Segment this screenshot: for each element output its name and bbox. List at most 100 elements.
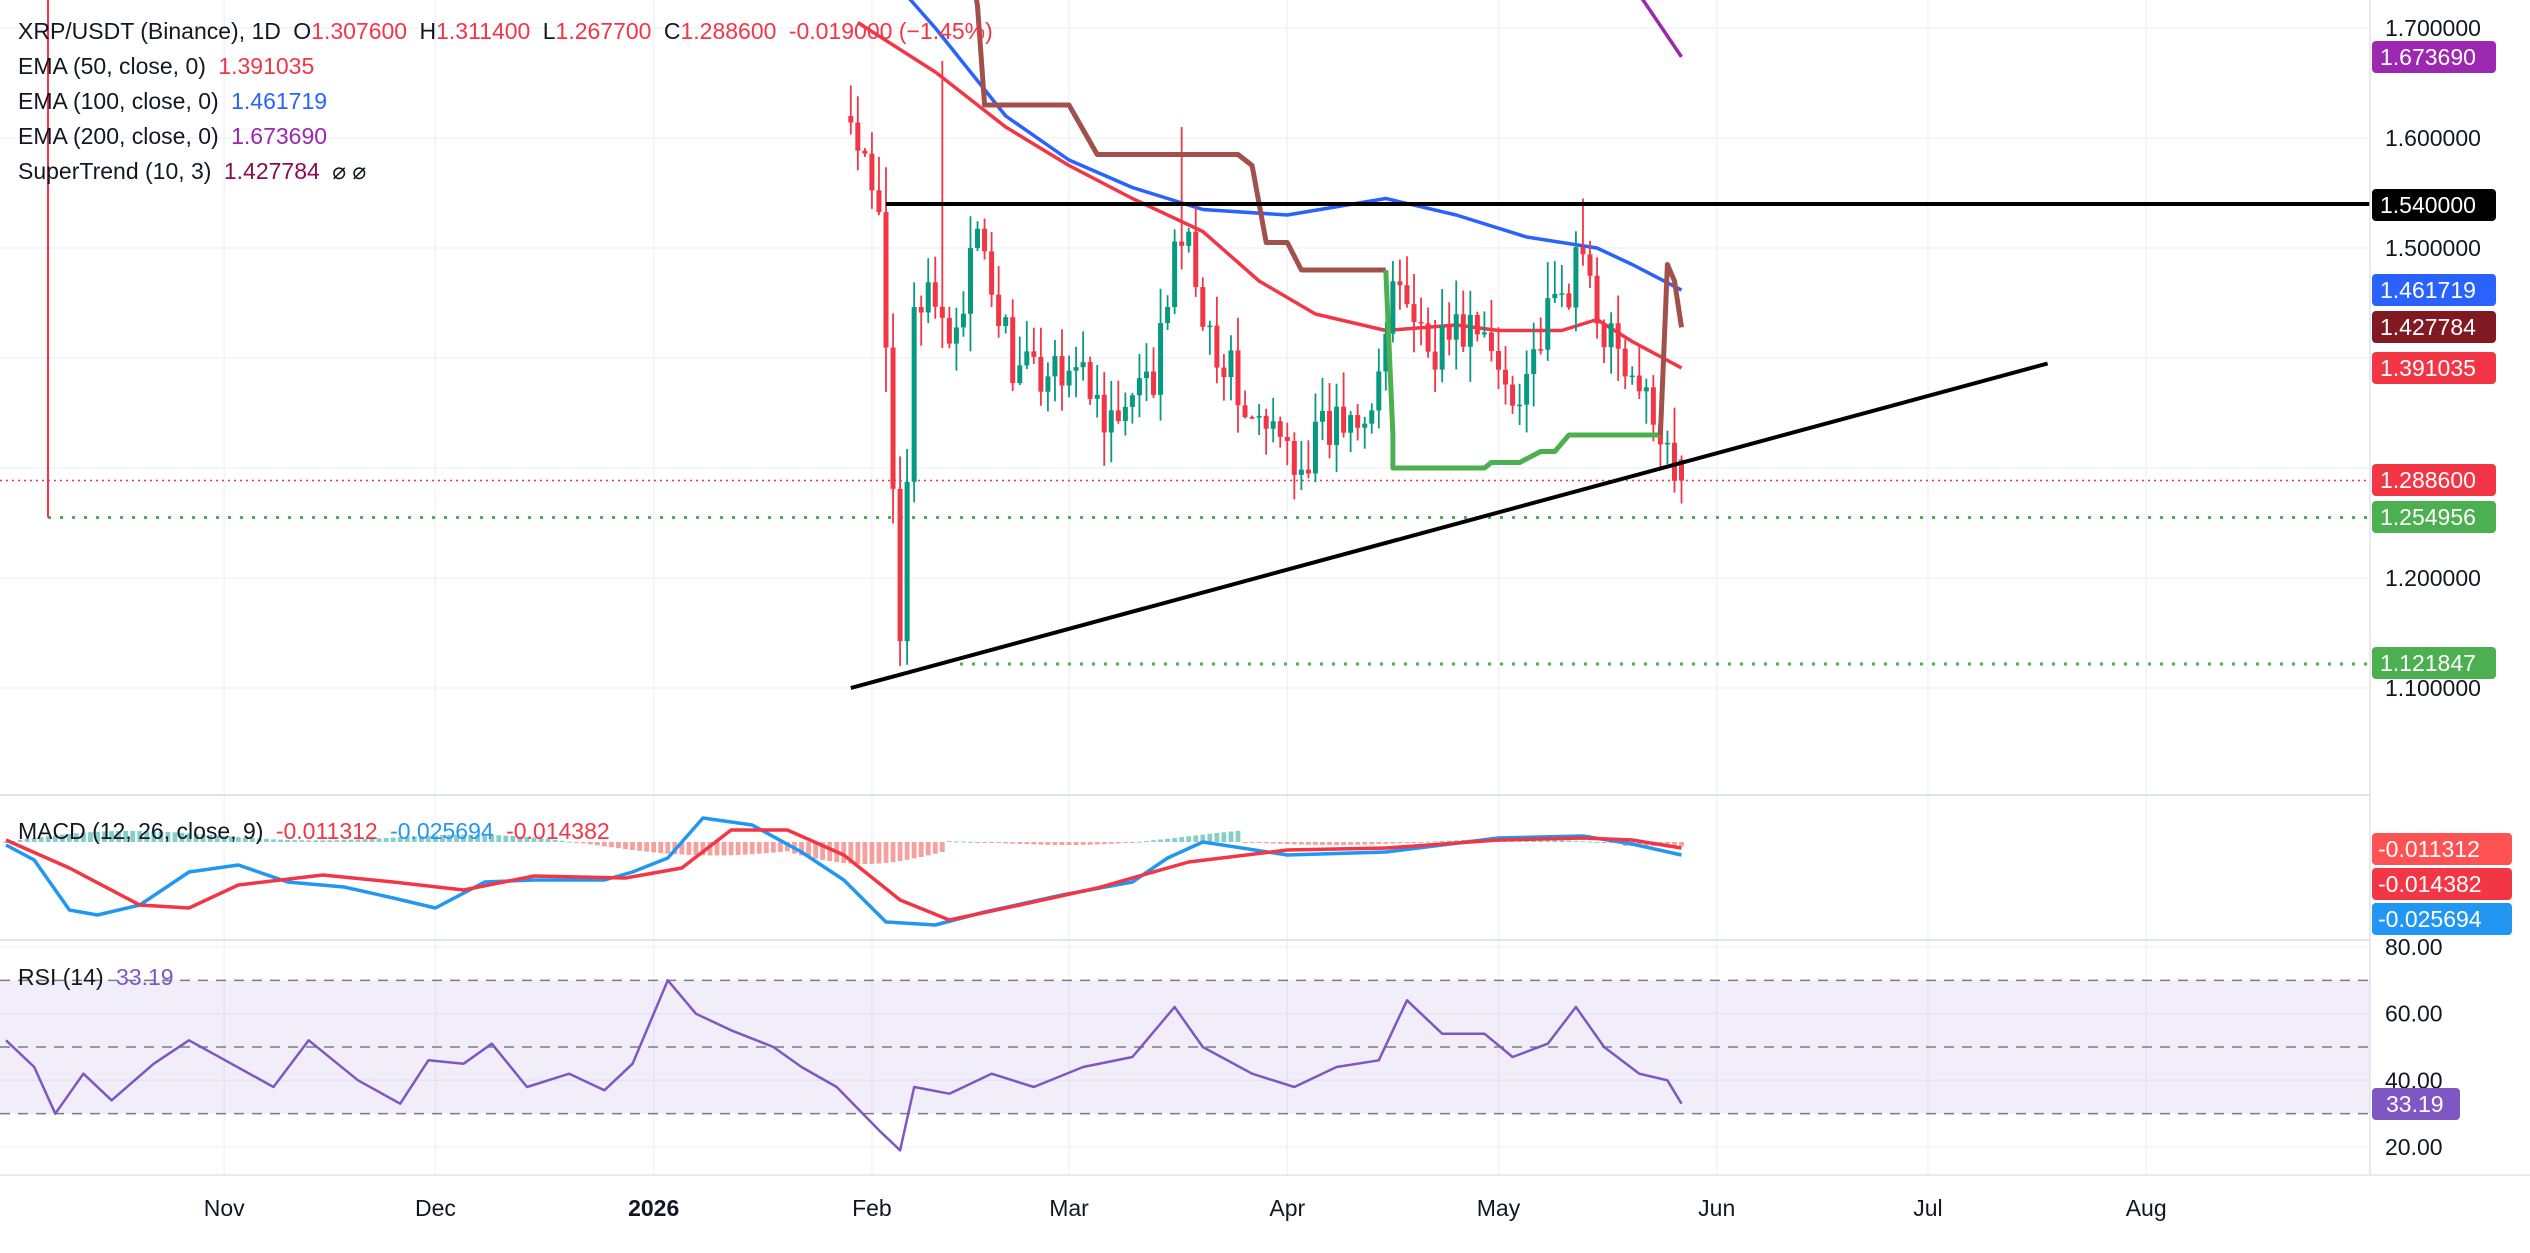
macd-hist-bar — [1679, 842, 1684, 846]
supertrend-legend[interactable]: SuperTrend (10, 3) 1.427784 ⌀ ⌀ — [18, 158, 372, 185]
candle-body — [1622, 348, 1628, 377]
macd-tag-label: -0.011312 — [2378, 836, 2480, 862]
macd-hist-bar — [1291, 842, 1297, 845]
ema50-legend[interactable]: EMA (50, close, 0) 1.391035 — [18, 53, 320, 80]
macd-hist-bar — [989, 842, 994, 843]
close-label: C — [663, 18, 681, 44]
macd-hist-bar — [1179, 837, 1185, 842]
candle-body — [1277, 421, 1283, 437]
macd-hist-bar — [630, 842, 635, 851]
macd-hist-bar — [580, 842, 586, 844]
macd-legend[interactable]: MACD (12, 26, close, 9) -0.011312 -0.025… — [18, 818, 616, 845]
candle-body — [1087, 362, 1093, 399]
time-tick-label: Dec — [415, 1195, 456, 1221]
macd-hist-bar — [1341, 842, 1346, 845]
macd-hist-bar — [714, 842, 720, 856]
candles — [848, 61, 1685, 666]
macd-hist-bar — [1200, 834, 1206, 842]
candle-body — [1270, 421, 1276, 429]
macd-hist-bar — [1144, 840, 1149, 842]
macd-hist-bar — [355, 839, 361, 842]
macd-hist-bar — [24, 838, 30, 842]
price-tag-label: 1.540000 — [2380, 192, 2476, 218]
price-tag — [2372, 647, 2496, 679]
price-tag — [2372, 274, 2496, 306]
drawings — [850, 202, 2370, 690]
macd-hist-bar — [904, 842, 910, 860]
candle-body — [1080, 362, 1086, 368]
macd-hist-bar — [440, 835, 445, 842]
price-tag — [2372, 189, 2496, 221]
low-value: 1.267700 — [555, 18, 652, 44]
time-tick-label: Aug — [2126, 1195, 2167, 1221]
candle-body — [1136, 378, 1142, 396]
macd-hist-bar — [38, 837, 44, 842]
macd-hist-bar — [137, 830, 143, 842]
candle-body — [1432, 351, 1438, 370]
macd-hist-bar — [1137, 841, 1142, 843]
macd-hist-bar — [95, 831, 100, 842]
macd-hist-bar — [404, 836, 410, 842]
candle-body — [1425, 323, 1431, 352]
candle-body — [1404, 285, 1410, 305]
ema100-label: EMA (100, close, 0) — [18, 88, 219, 114]
candle-body — [1348, 415, 1354, 433]
candle-body — [1510, 384, 1516, 406]
macd-hist-bar — [1158, 839, 1163, 842]
macd-hist-bar — [1672, 842, 1677, 846]
macd-hist-bar — [897, 842, 903, 862]
ema200-value: 1.673690 — [231, 123, 328, 149]
macd-hist-bar — [1446, 840, 1452, 842]
candle-body — [1200, 287, 1206, 327]
rsi-tag-label: 33.19 — [2386, 1091, 2444, 1117]
supertrend-line — [974, 0, 1684, 471]
macd-hist-bar — [221, 835, 227, 842]
candle-body — [1629, 375, 1635, 378]
candle-body — [1488, 332, 1494, 351]
ema200-legend[interactable]: EMA (200, close, 0) 1.673690 — [18, 123, 333, 150]
ema100-legend[interactable]: EMA (100, close, 0) 1.461719 — [18, 88, 333, 115]
candle-body — [1362, 423, 1368, 428]
macd-hist-bar — [1031, 842, 1037, 845]
candle-body — [1517, 404, 1523, 407]
candle-body — [1545, 298, 1551, 350]
candle-body — [1214, 325, 1220, 368]
ascending-trendline — [850, 361, 2049, 690]
candle-body — [1298, 469, 1304, 475]
candle-body — [1242, 405, 1248, 418]
price-tag — [2372, 311, 2496, 343]
candle-body — [1636, 375, 1642, 392]
ema200-line — [1640, 0, 1683, 58]
macd-hist-bar — [1010, 842, 1016, 844]
macd-hist-bar — [876, 842, 882, 864]
macd-hist-bar — [1545, 839, 1551, 842]
macd-hist-bar — [1566, 840, 1572, 842]
candle-body — [1587, 254, 1593, 276]
macd-hist-bar — [299, 840, 305, 842]
rsi-legend[interactable]: RSI (14) 33.19 — [18, 964, 180, 991]
macd-hist-bar — [756, 842, 762, 854]
candle-body — [1094, 394, 1100, 399]
rsi-value: 33.19 — [116, 964, 174, 990]
candle-body — [1228, 350, 1234, 378]
macd-hist-bar — [890, 842, 896, 863]
candle-body — [1481, 332, 1487, 335]
macd-hist-bar — [200, 834, 206, 842]
macd-hist-bar — [341, 839, 347, 842]
candle-body — [1460, 314, 1466, 347]
macd-hist-bar — [102, 831, 107, 842]
macd-label: MACD (12, 26, close, 9) — [18, 818, 264, 844]
macd-hist-bar — [271, 839, 276, 842]
macd-hist-bar — [946, 841, 952, 843]
axes: 1.700000 1.600000 1.500000 1.200000 1.100000… — [0, 0, 2530, 1221]
macd-hist-bar — [1256, 842, 1262, 843]
macd-hist-bar — [1298, 842, 1304, 845]
macd-hist-bar — [1130, 842, 1135, 843]
macd-hist-bar — [918, 842, 924, 857]
macd-hist-bar — [770, 842, 776, 853]
macd-hist-bar — [461, 834, 466, 842]
candle-body — [1305, 469, 1311, 474]
symbol-label[interactable]: XRP/USDT (Binance), 1D — [18, 18, 281, 44]
